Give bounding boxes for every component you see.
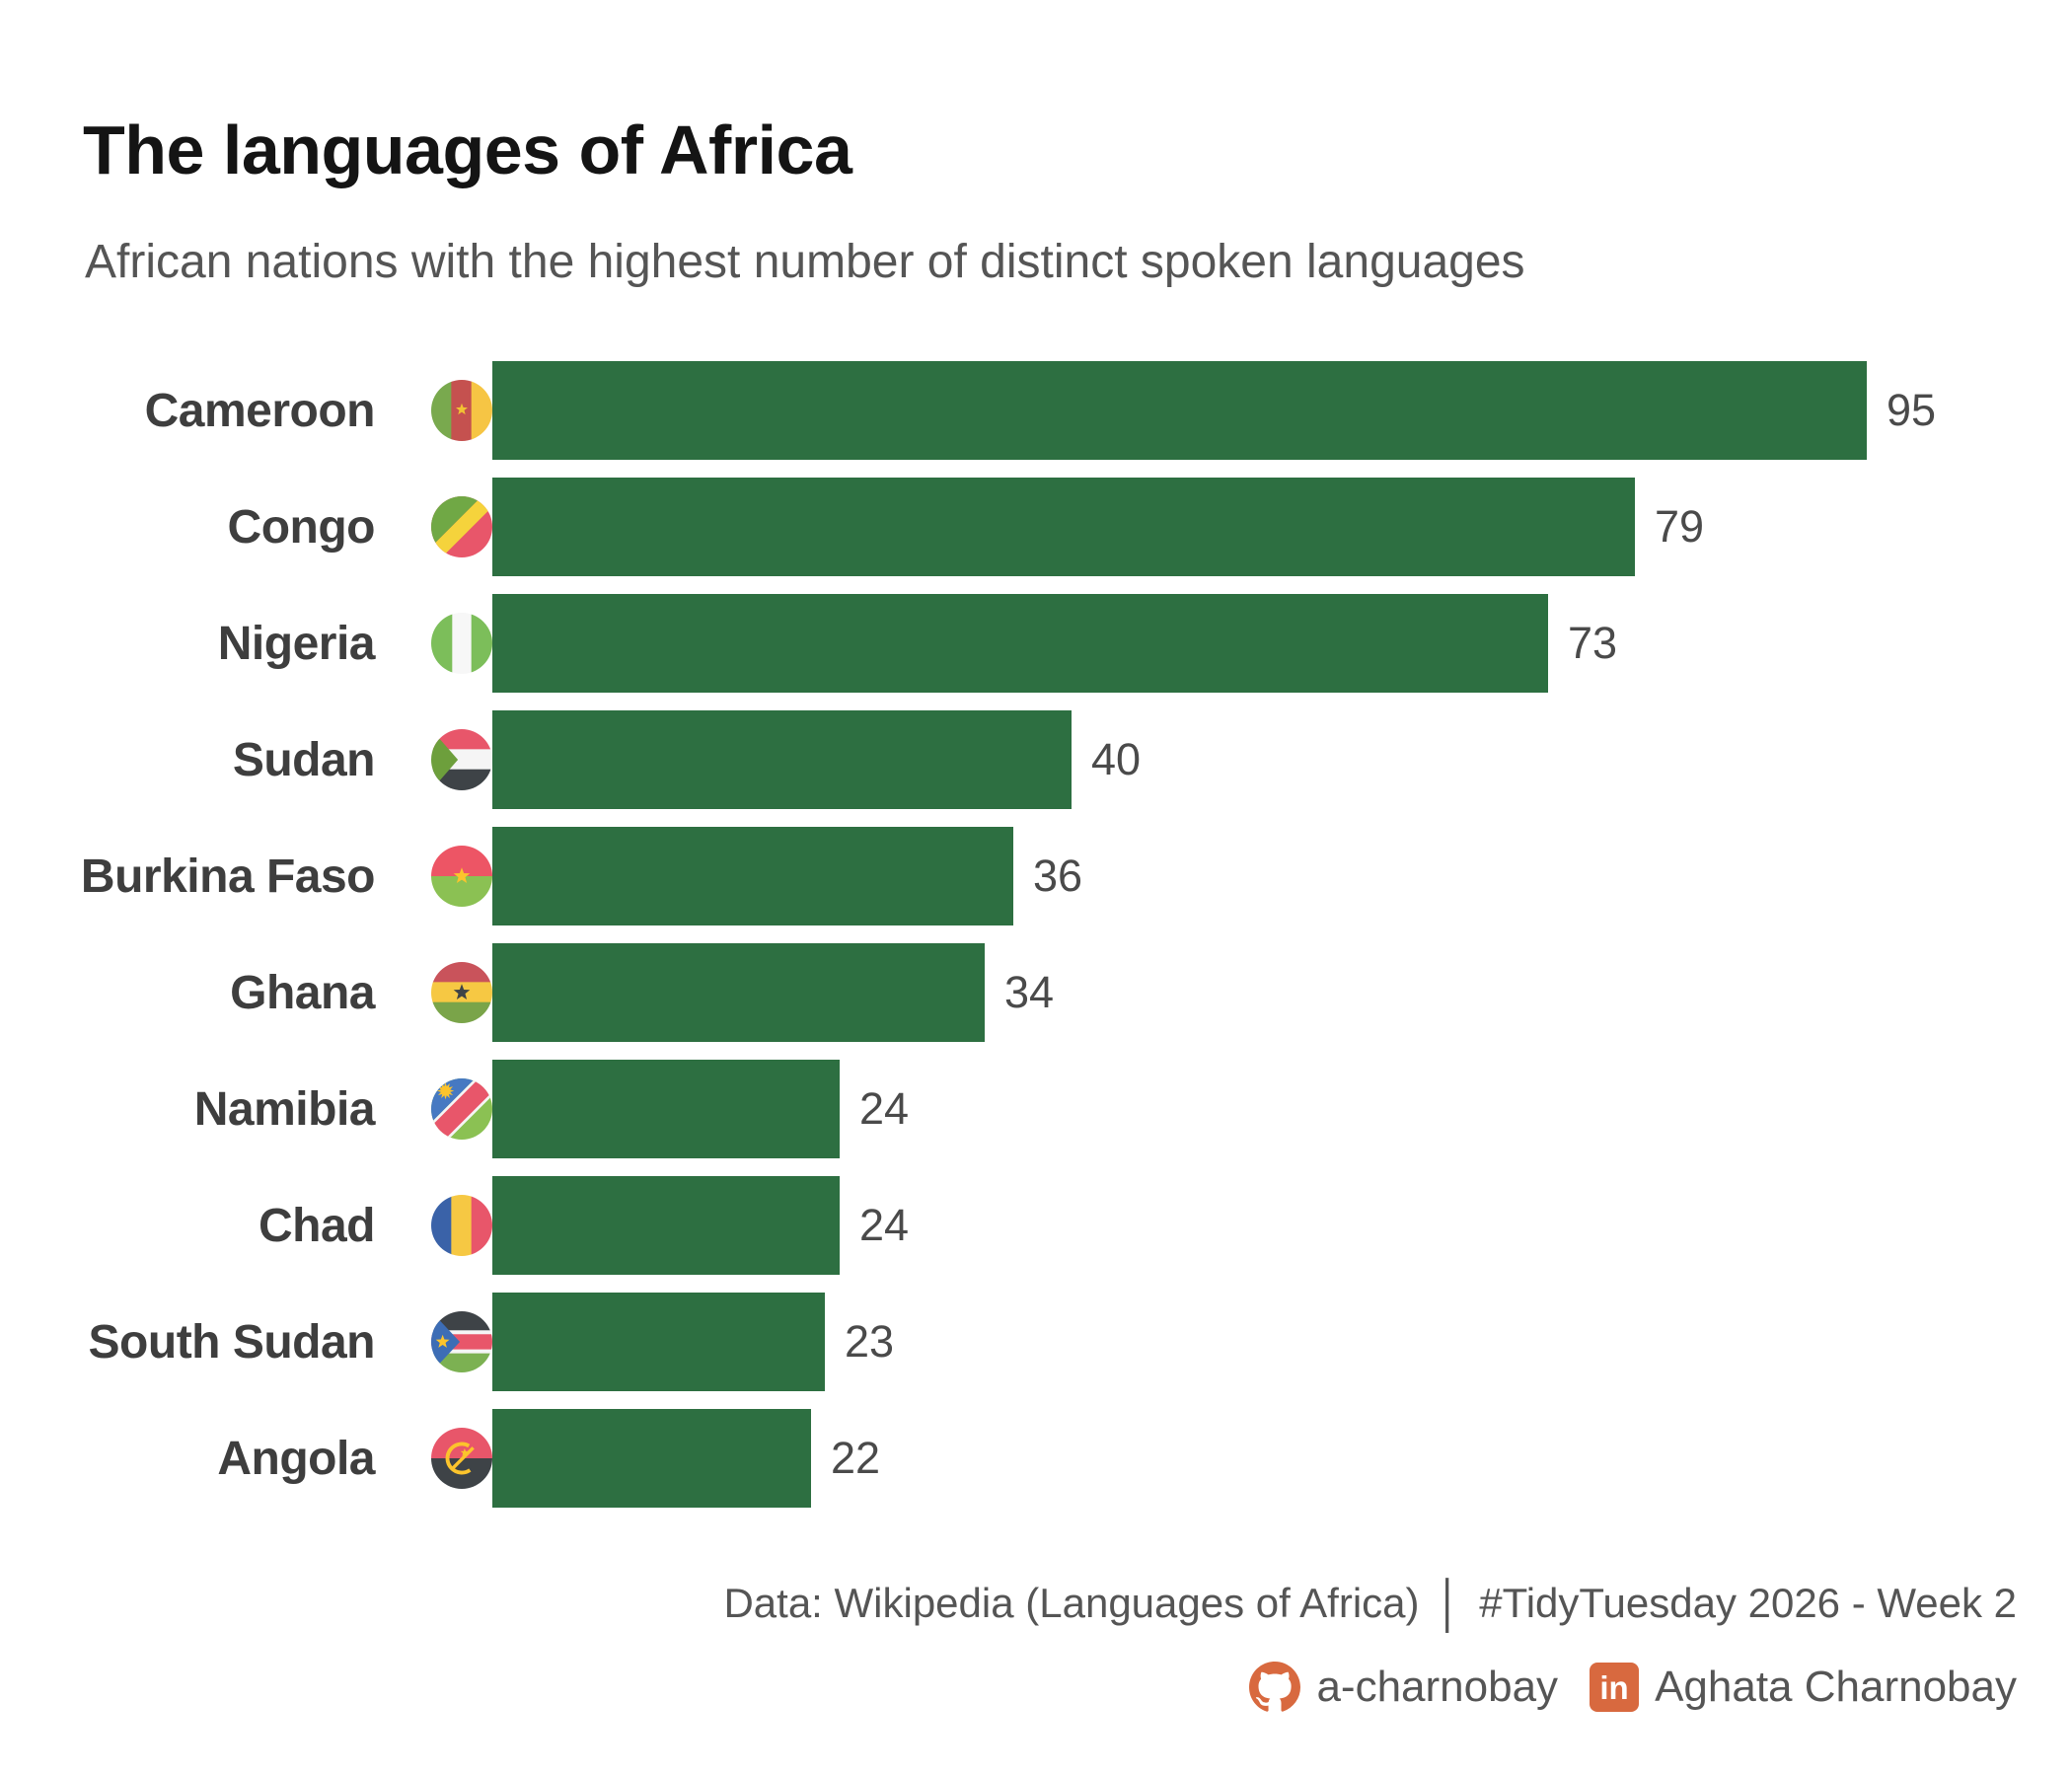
country-label: Angola	[217, 1432, 375, 1485]
chart-row: Chad 24	[0, 1176, 2072, 1275]
country-label: Sudan	[232, 733, 376, 786]
sudan-flag-icon	[431, 729, 492, 790]
value-label: 40	[1091, 734, 1142, 784]
country-label: Nigeria	[217, 617, 376, 670]
nigeria-flag-icon	[431, 613, 492, 674]
south-sudan-flag-icon	[431, 1311, 492, 1372]
github-handle: a-charnobay	[1316, 1663, 1559, 1711]
value-label: 36	[1033, 851, 1083, 901]
credits-line: a-charnobay in Aghata Charnobay	[1249, 1660, 2017, 1715]
country-label: Namibia	[193, 1082, 376, 1136]
separator-bar: │	[1435, 1578, 1464, 1629]
namibia-flag-icon	[431, 1078, 492, 1140]
country-label: Burkina Faso	[80, 850, 376, 903]
value-bar	[492, 594, 1548, 693]
chad-flag-icon	[431, 1195, 492, 1256]
chart-row: Angola 22	[0, 1409, 2072, 1508]
value-bar	[492, 710, 1072, 809]
value-bar	[492, 827, 1013, 925]
chart-row: Burkina Faso 36	[0, 827, 2072, 925]
value-bar	[492, 1293, 825, 1391]
value-label: 95	[1887, 385, 1937, 435]
value-label: 24	[859, 1200, 910, 1250]
value-label: 34	[1004, 967, 1055, 1017]
value-label: 23	[845, 1316, 895, 1367]
country-label: Chad	[259, 1199, 376, 1252]
country-label: Congo	[227, 500, 376, 554]
value-bar	[492, 478, 1635, 576]
value-bar	[492, 1060, 840, 1158]
chart-row: South Sudan 23	[0, 1293, 2072, 1391]
cameroon-flag-icon	[431, 380, 492, 441]
value-bar	[492, 361, 1867, 460]
country-label: Ghana	[230, 966, 375, 1019]
hashtag-text: #TidyTuesday 2026 - Week 2	[1479, 1580, 2017, 1626]
congo-flag-icon	[431, 496, 492, 557]
source-text: Data: Wikipedia (Languages of Africa)	[723, 1580, 1420, 1626]
linkedin-icon: in	[1590, 1663, 1640, 1712]
chart-row: Nigeria 73	[0, 594, 2072, 693]
angola-flag-icon	[431, 1428, 492, 1489]
value-bar	[492, 943, 985, 1042]
chart-row: Sudan 40	[0, 710, 2072, 809]
source-line: Data: Wikipedia (Languages of Africa) │ …	[723, 1577, 2017, 1630]
ghana-flag-icon	[431, 962, 492, 1023]
chart-row: Ghana 34	[0, 943, 2072, 1042]
burkina-faso-flag-icon	[431, 846, 492, 907]
value-bar	[492, 1409, 811, 1508]
chart-row: Namibia 24	[0, 1060, 2072, 1158]
value-label: 73	[1568, 618, 1618, 668]
value-label: 22	[831, 1433, 881, 1483]
chart-title: The languages of Africa	[83, 111, 852, 188]
linkedin-name: Aghata Charnobay	[1655, 1663, 2017, 1711]
value-label: 79	[1655, 501, 1705, 552]
chart-row: Congo 79	[0, 478, 2072, 576]
github-icon	[1249, 1662, 1301, 1713]
value-bar	[492, 1176, 840, 1275]
country-label: Cameroon	[144, 384, 376, 437]
bar-chart: Cameroon 95 Congo 79 Nigeria 73 Sudan 40 Burkina…	[0, 361, 2072, 1525]
chart-row: Cameroon 95	[0, 361, 2072, 460]
chart-subtitle: African nations with the highest number …	[85, 236, 1525, 288]
country-label: South Sudan	[88, 1315, 376, 1369]
value-label: 24	[859, 1083, 910, 1134]
